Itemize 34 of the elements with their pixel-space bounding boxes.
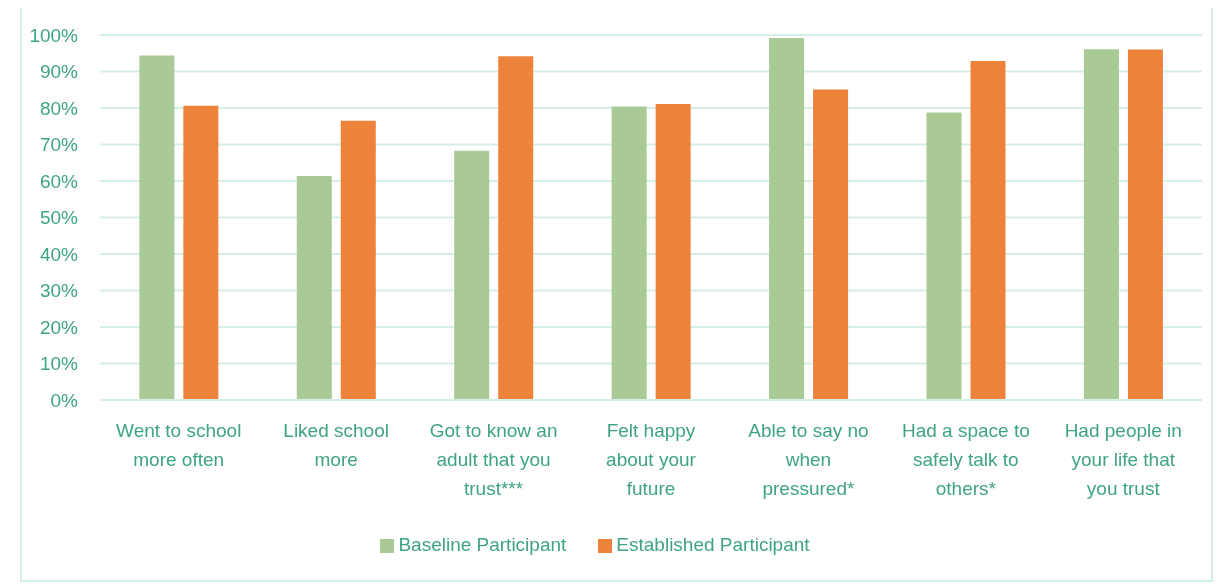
bar bbox=[296, 175, 332, 400]
x-tick-label: Liked school more bbox=[283, 420, 389, 471]
x-tick-label: Went to school more often bbox=[116, 420, 242, 471]
y-tick-label: 0% bbox=[50, 389, 79, 411]
bar bbox=[655, 103, 691, 400]
y-tick-label: 70% bbox=[39, 134, 79, 156]
x-tick-label: Had people in your life that you trust bbox=[1064, 420, 1182, 500]
bar bbox=[139, 55, 175, 400]
y-tick-label: 40% bbox=[39, 243, 79, 265]
y-tick-label: 100% bbox=[29, 24, 79, 46]
y-tick-label: 10% bbox=[39, 353, 79, 375]
bar bbox=[183, 105, 219, 400]
y-tick-label: 30% bbox=[39, 280, 79, 302]
bar bbox=[454, 150, 490, 400]
y-tick-label: 20% bbox=[39, 316, 79, 338]
x-tick-label: Got to know an adult that you trust*** bbox=[429, 420, 558, 500]
bar bbox=[1083, 49, 1119, 400]
bar bbox=[611, 106, 647, 400]
legend-label: Established Participant bbox=[616, 534, 810, 555]
y-tick-label: 80% bbox=[39, 97, 79, 119]
x-tick-label: Had a space to safely talk to others* bbox=[901, 420, 1030, 500]
bar bbox=[769, 37, 805, 400]
bar bbox=[970, 60, 1006, 400]
bar bbox=[926, 112, 962, 400]
x-tick-label: Able to say no when pressured* bbox=[748, 420, 869, 500]
legend-label: Baseline Participant bbox=[398, 534, 567, 555]
x-tick-label: Felt happy about your future bbox=[606, 420, 697, 500]
bar bbox=[340, 120, 376, 400]
y-tick-label: 90% bbox=[39, 61, 79, 83]
y-tick-label: 50% bbox=[39, 207, 79, 229]
y-tick-label: 60% bbox=[39, 170, 79, 192]
bar bbox=[498, 56, 534, 400]
bar bbox=[1127, 49, 1163, 400]
bar bbox=[813, 89, 849, 400]
